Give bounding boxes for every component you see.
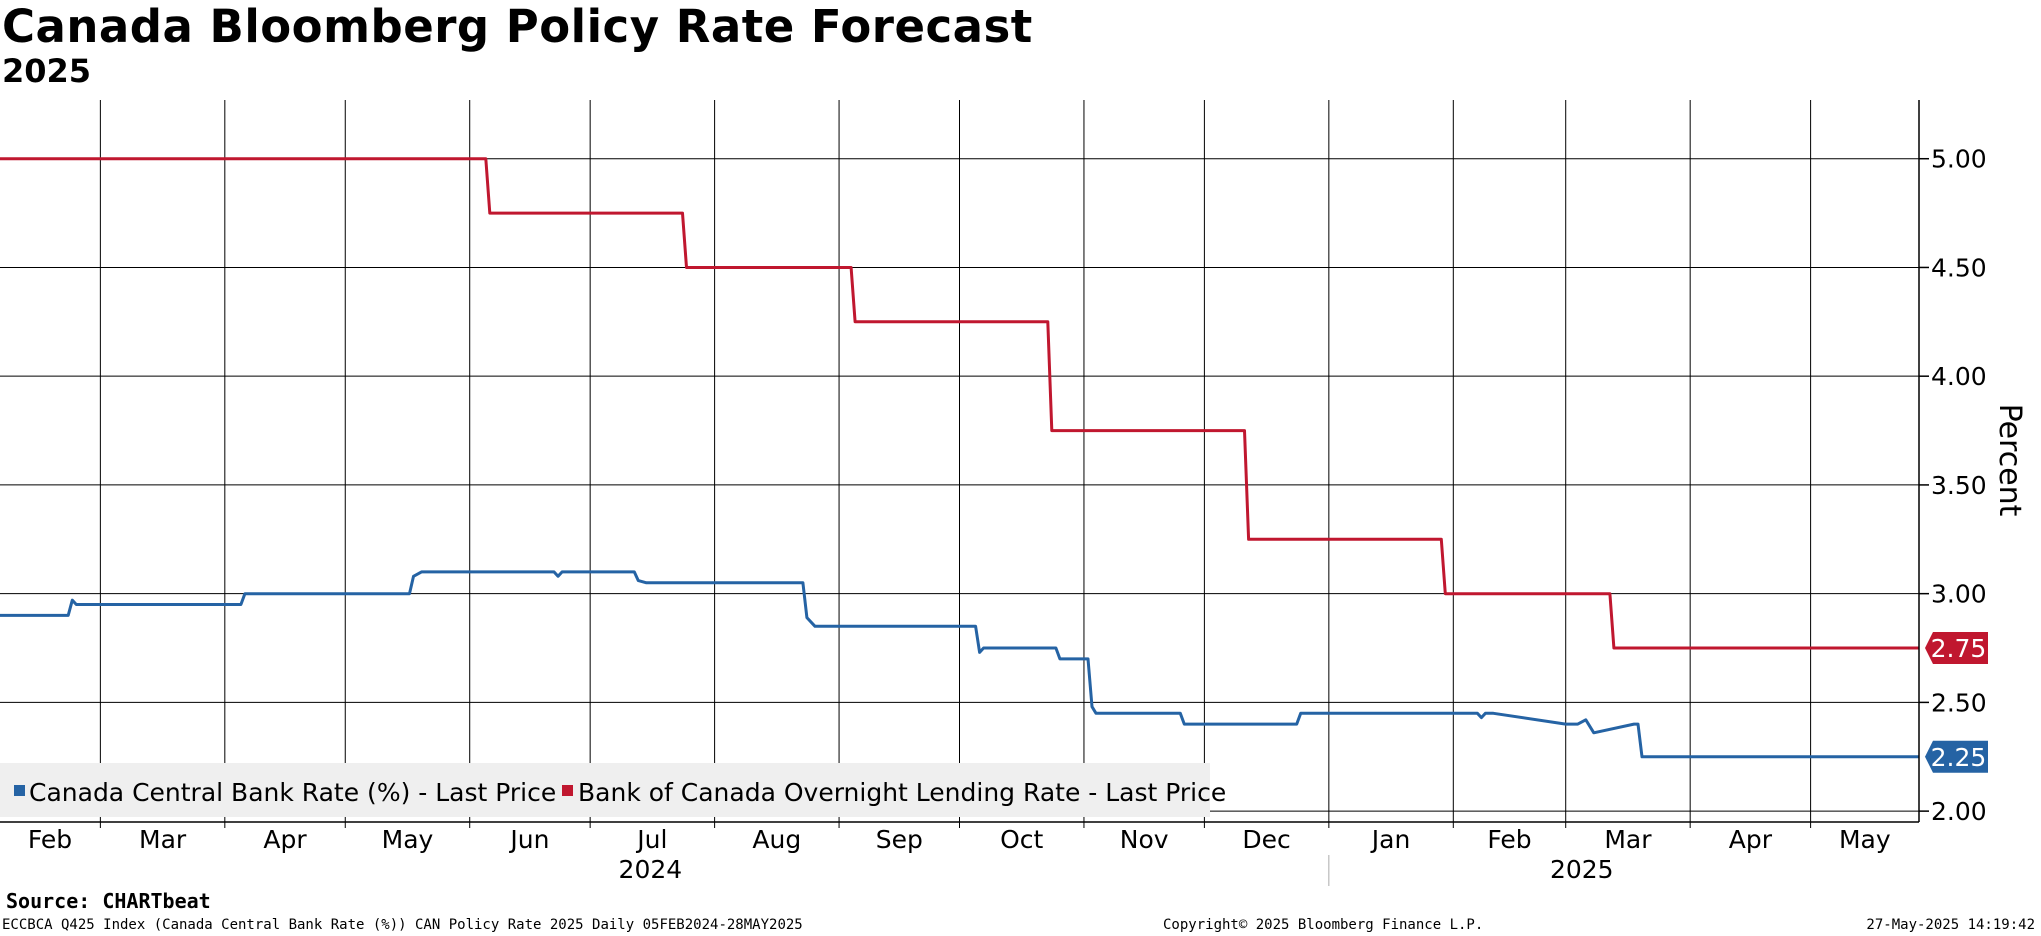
last-value-label-blue: 2.25 <box>1931 743 1987 772</box>
last-value-label-red: 2.75 <box>1931 634 1987 663</box>
legend-swatch-red <box>562 785 573 796</box>
y-tick-label: 4.00 <box>1931 362 1987 391</box>
y-tick-label: 4.50 <box>1931 253 1987 282</box>
x-tick-label: Apr <box>263 825 307 854</box>
axis-layer: 2.00 2.50 3.00 3.50 4.00 4.50 5.00 Feb Mar Apr May… <box>0 100 2027 886</box>
last-value-labels: 2.25 2.75 <box>1925 632 1988 773</box>
legend-label-red: Bank of Canada Overnight Lending Rate - … <box>578 778 1226 807</box>
x-tick-label: Jun <box>508 825 549 854</box>
x-tick-label: May <box>382 825 434 854</box>
series-line-red <box>0 157 1919 650</box>
x-tick-label: Mar <box>1604 825 1652 854</box>
line-chart: 2.00 2.50 3.00 3.50 4.00 4.50 5.00 Feb Mar Apr May… <box>0 100 2027 886</box>
series-line-blue <box>0 570 1919 759</box>
legend-label-blue: Canada Central Bank Rate (%) - Last Pric… <box>29 778 556 807</box>
x-tick-label: Jan <box>1370 825 1411 854</box>
copyright-text: Copyright© 2025 Bloomberg Finance L.P. <box>1163 917 1484 933</box>
last-value-tag-red <box>1925 632 1988 665</box>
legend-swatch-blue <box>14 785 25 796</box>
legend: Canada Central Bank Rate (%) - Last Pric… <box>0 763 1226 817</box>
y-tick-label: 3.00 <box>1931 580 1987 609</box>
last-value-tag-blue <box>1925 740 1988 773</box>
source-label: Source: CHARTbeat <box>6 889 211 913</box>
timestamp: 27-May-2025 14:19:42 <box>1866 917 2035 933</box>
series-layer <box>0 157 1919 759</box>
y-tick-label: 2.00 <box>1931 797 1987 826</box>
chart-subtitle: 2025 <box>2 52 92 90</box>
grid-layer <box>0 100 1919 822</box>
x-tick-label: Sep <box>876 825 923 854</box>
ticker-metadata: ECCBCA Q425 Index (Canada Central Bank R… <box>2 917 803 933</box>
x-year-label: 2024 <box>619 855 683 884</box>
x-tick-label: Mar <box>139 825 187 854</box>
y-tick-label: 2.50 <box>1931 688 1987 717</box>
x-tick-label: Jul <box>635 825 667 854</box>
x-year-label: 2025 <box>1550 855 1614 884</box>
x-tick-label: Aug <box>752 825 801 854</box>
x-tick-label: Nov <box>1120 825 1169 854</box>
x-tick-label: Dec <box>1242 825 1290 854</box>
x-tick-label: Feb <box>1487 825 1531 854</box>
x-tick-label: Apr <box>1729 825 1773 854</box>
legend-background <box>0 763 1210 817</box>
x-tick-label: Feb <box>28 825 72 854</box>
y-axis-title: Percent <box>1992 404 2027 517</box>
y-tick-label: 3.50 <box>1931 471 1987 500</box>
x-tick-label: May <box>1839 825 1891 854</box>
y-tick-label: 5.00 <box>1931 145 1987 174</box>
x-tick-label: Oct <box>1000 825 1043 854</box>
chart-title: Canada Bloomberg Policy Rate Forecast <box>2 0 1033 53</box>
